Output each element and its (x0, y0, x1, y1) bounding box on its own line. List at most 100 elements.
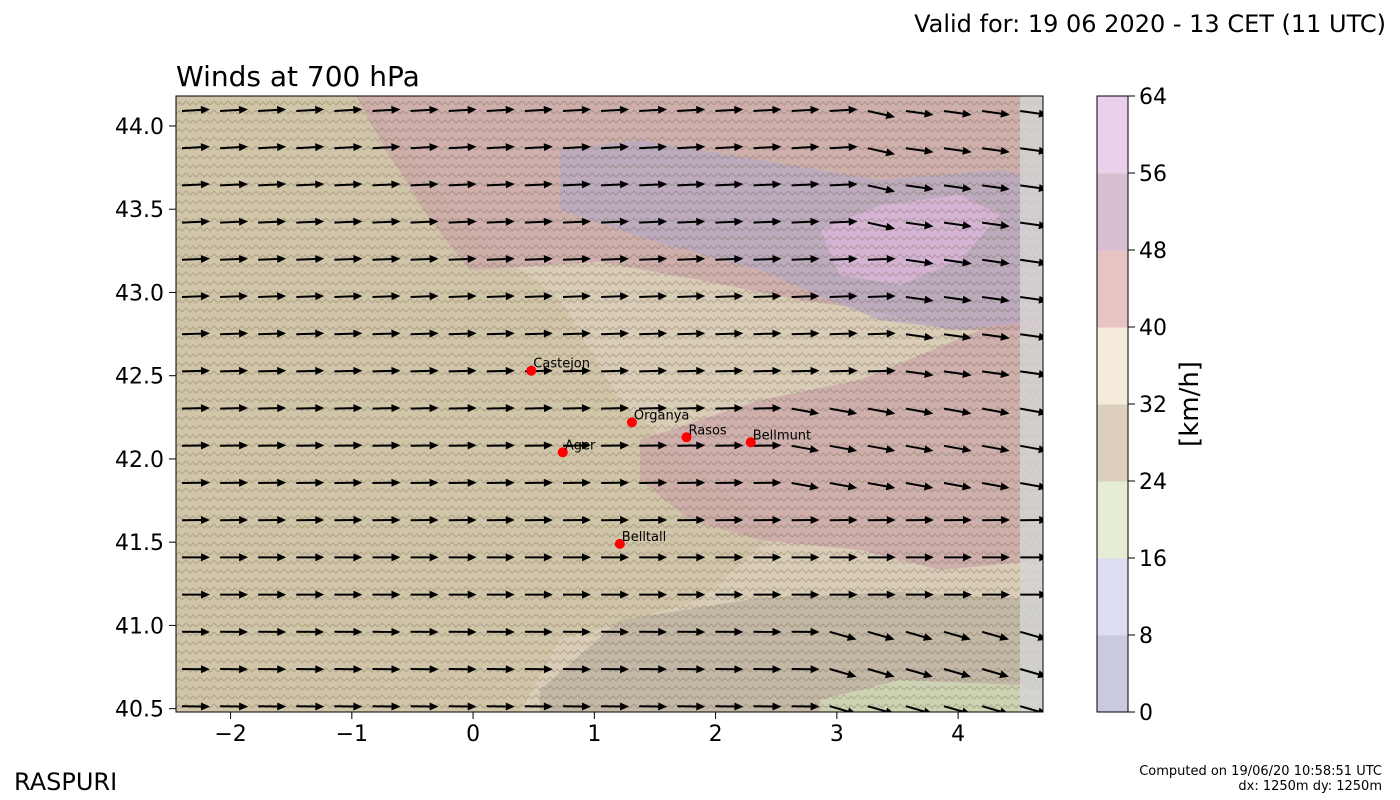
wind-arrow-head (810, 217, 820, 226)
wind-arrow-head (886, 516, 896, 525)
wind-arrow-shaft (296, 183, 316, 187)
wind-arrow-head (1000, 332, 1010, 341)
wind-arrow-head (353, 404, 363, 413)
wind-arrow-shaft (867, 444, 887, 451)
wind-arrow-shaft (181, 183, 202, 187)
colorbar-swatch (1097, 404, 1128, 482)
wind-arrow-shaft (372, 369, 392, 373)
wind-arrow-head (696, 366, 706, 375)
wind-arrow-head (924, 553, 934, 562)
wind-arrow-head (543, 516, 553, 525)
wind-arrow-head (848, 180, 858, 189)
wind-arrow-head (962, 221, 972, 230)
wind-arrow-shaft (296, 220, 316, 224)
wind-arrow-shaft (753, 332, 773, 336)
wind-arrow-head (315, 180, 325, 189)
wind-arrow-head (429, 702, 439, 711)
wind-arrow-head (353, 255, 363, 264)
wind-arrow-head (353, 441, 363, 450)
wind-arrow-head (581, 553, 591, 562)
wind-arrow-shaft (981, 482, 1001, 488)
wind-arrow-head (429, 404, 439, 413)
wind-arrow-head (848, 553, 858, 562)
wind-arrow-head (353, 553, 363, 562)
wind-arrow-head (658, 702, 668, 711)
wind-arrow-head (505, 366, 515, 375)
wind-arrow-shaft (1020, 407, 1040, 413)
wind-arrow-head (696, 702, 706, 711)
wind-arrow-head (619, 143, 630, 152)
y-tick-label: 41.0 (115, 614, 164, 639)
wind-arrow-head (200, 105, 210, 114)
wind-arrow-head (772, 329, 782, 338)
wind-arrow-shaft (181, 108, 202, 112)
wind-arrow-head (238, 180, 249, 189)
wind-arrow-shaft (981, 668, 1001, 676)
wind-arrow-shaft (677, 108, 697, 112)
wind-arrow-shaft (943, 258, 963, 264)
place-label: Castejon (533, 357, 590, 372)
wind-arrow-head (429, 180, 439, 189)
wind-arrow-head (391, 702, 401, 711)
wind-arrow-shaft (639, 332, 659, 336)
wind-arrow-head (1001, 516, 1011, 525)
wind-arrow-head (924, 590, 934, 599)
wind-arrow-shaft (905, 444, 925, 451)
wind-arrow-head (1000, 221, 1010, 230)
wind-arrow-head (1000, 295, 1010, 304)
colorbar-swatch (1097, 481, 1128, 559)
wind-arrow-head (734, 143, 744, 152)
wind-arrow-shaft (639, 183, 659, 187)
wind-arrow-shaft (715, 220, 735, 224)
wind-arrow-head (1038, 445, 1043, 454)
wind-arrow-head (1000, 258, 1010, 267)
wind-arrow-head (884, 670, 895, 679)
wind-arrow-shaft (829, 108, 849, 112)
wind-arrow-shaft (601, 332, 621, 336)
wind-arrow-head (239, 441, 249, 450)
wind-arrow-head (238, 105, 249, 114)
wind-arrow-head (962, 109, 972, 118)
colorbar-tick-label: 64 (1139, 85, 1167, 110)
wind-arrow-head (429, 292, 439, 301)
wind-arrow-head (1039, 516, 1043, 525)
wind-arrow-head (696, 292, 706, 301)
wind-arrow-head (961, 482, 972, 491)
wind-arrow-head (848, 105, 858, 114)
wind-arrow-head (200, 329, 210, 338)
wind-arrow-shaft (867, 147, 887, 154)
wind-arrow-head (962, 707, 969, 712)
wind-arrow-head (429, 665, 439, 674)
wind-arrow-shaft (334, 295, 354, 298)
wind-arrow-head (467, 366, 477, 375)
wind-arrow-shaft (639, 369, 659, 373)
wind-arrow-head (734, 329, 744, 338)
wind-arrow-head (772, 590, 782, 599)
wind-arrow-head (696, 627, 706, 636)
wind-arrow-shaft (905, 705, 925, 712)
wind-arrow-head (505, 329, 515, 338)
wind-arrow-head (734, 478, 744, 487)
wind-arrow-shaft (258, 220, 278, 224)
wind-arrow-head (353, 217, 363, 226)
wind-arrow-head (1038, 332, 1043, 341)
wind-arrow-head (543, 366, 553, 375)
wind-arrow-head (924, 295, 934, 304)
wind-arrow-shaft (524, 332, 544, 336)
wind-arrow-head (200, 590, 210, 599)
wind-arrow-head (467, 180, 477, 189)
wind-arrow-head (619, 366, 630, 375)
wind-arrow-shaft (1020, 258, 1040, 264)
wind-arrow-head (848, 255, 858, 264)
wind-arrow-head (924, 707, 931, 712)
wind-arrow-shaft (220, 332, 240, 336)
wind-arrow-shaft (524, 258, 544, 261)
colorbar-tick-label: 56 (1139, 162, 1167, 187)
wind-arrow-head (696, 180, 706, 189)
wind-arrow-head (810, 105, 820, 114)
wind-arrow-head (886, 590, 896, 599)
wind-arrow-head (810, 366, 820, 375)
wind-arrow-head (581, 329, 591, 338)
wind-arrow-shaft (372, 146, 392, 150)
wind-arrow-shaft (867, 184, 887, 191)
